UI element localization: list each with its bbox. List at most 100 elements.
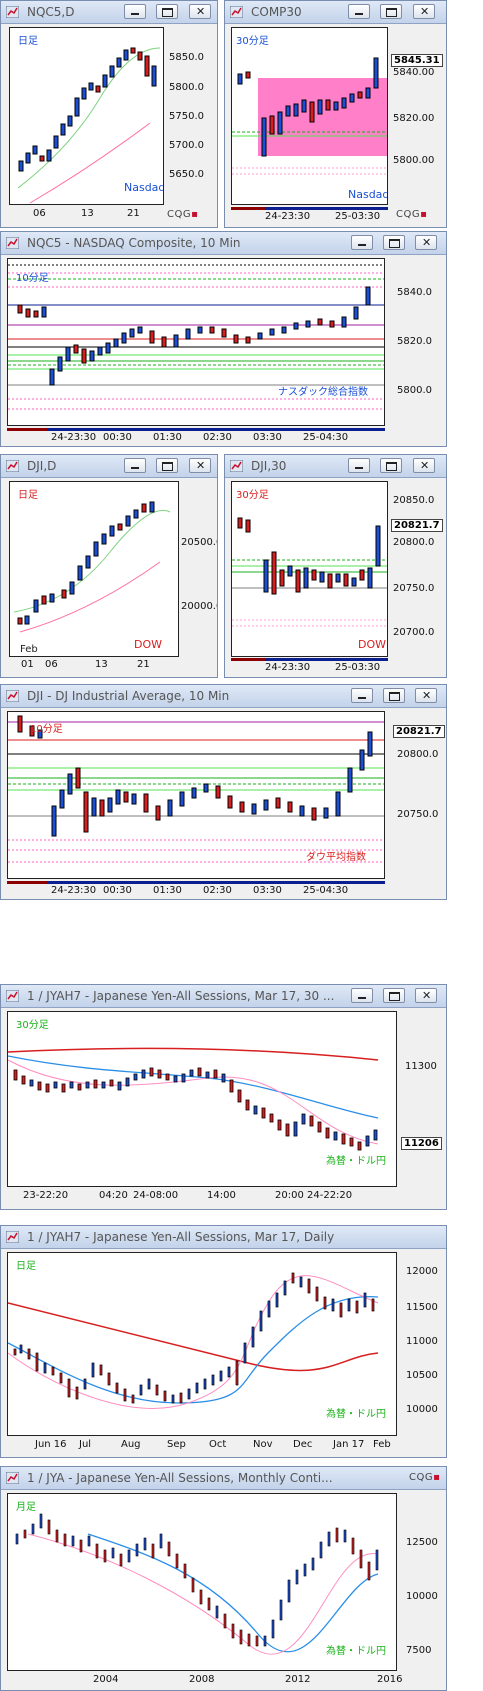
close-button[interactable]: ✕ xyxy=(413,458,435,473)
y-tick: 7500 xyxy=(406,1645,432,1656)
window-title: NQC5,D xyxy=(27,5,75,19)
window-yen-monthly[interactable]: 1 / JYA - Japanese Yen-All Sessions, Mon… xyxy=(0,1466,447,1691)
close-button[interactable]: ✕ xyxy=(415,988,437,1003)
window-nqc5-daily[interactable]: NQC5,D ✕ 日足 Nasdaq 5850.0 xyxy=(0,0,218,228)
window-dji-30min[interactable]: DJI,30 ✕ 30分足 DOW xyxy=(224,454,447,678)
minimize-button[interactable] xyxy=(348,4,370,19)
price-chart[interactable]: 日足 DOW Feb xyxy=(9,481,179,657)
timeframe-label: 10分足 xyxy=(30,723,63,735)
close-button[interactable]: ✕ xyxy=(415,688,437,703)
window-title: DJI - DJ Industrial Average, 10 Min xyxy=(27,689,230,703)
window-titlebar[interactable]: 1 / JYAH7 - Japanese Yen-All Sessions, M… xyxy=(1,1226,446,1249)
close-button[interactable]: ✕ xyxy=(189,4,211,19)
window-yen-30min[interactable]: 1 / JYAH7 - Japanese Yen-All Sessions, M… xyxy=(0,984,447,1210)
window-title: NQC5 - NASDAQ Composite, 10 Min xyxy=(27,236,241,250)
restore-button[interactable] xyxy=(380,4,402,19)
restore-button[interactable] xyxy=(383,688,405,703)
x-axis: 2004 2008 2012 2016 xyxy=(7,1673,402,1687)
minimize-button[interactable] xyxy=(124,458,146,473)
window-nasdaq-10min[interactable]: NQC5 - NASDAQ Composite, 10 Min ✕ xyxy=(0,231,447,447)
window-titlebar[interactable]: COMP30 ✕ xyxy=(225,1,446,24)
candlestick-chart: 日足 DOW Feb xyxy=(13,489,171,655)
y-tick: 5840.00 xyxy=(393,67,435,78)
chart-app-icon xyxy=(6,1472,19,1484)
instrument-label: DOW xyxy=(358,638,386,651)
candles xyxy=(18,47,157,172)
chart-app-icon xyxy=(230,6,243,18)
price-chart[interactable]: 30分足 Nasdaq xyxy=(231,27,388,205)
minimize-button[interactable] xyxy=(348,458,370,473)
minimize-button[interactable] xyxy=(351,688,373,703)
instrument-label: ダウ平均指数 xyxy=(306,850,366,863)
restore-button[interactable] xyxy=(383,988,405,1003)
instrument-label: 為替・ドル円 xyxy=(326,1407,386,1420)
last-price-tag: 5845.31 xyxy=(391,54,443,67)
window-titlebar[interactable]: NQC5,D ✕ xyxy=(1,1,217,24)
y-tick: 10000 xyxy=(406,1404,438,1415)
candlestick-chart: 日足 為替・ドル円 xyxy=(8,1260,386,1420)
y-tick: 11500 xyxy=(406,1302,438,1313)
price-chart[interactable]: 月足 為替・ドル円 xyxy=(7,1493,397,1671)
candlestick-chart: 日足 Nasdaq xyxy=(17,35,163,204)
y-tick: 20750.0 xyxy=(397,809,439,820)
price-chart[interactable]: 10分足 ナスダック総合指数 xyxy=(7,258,385,426)
window-comp-30min[interactable]: COMP30 ✕ 30分足 Nasdaq 58 xyxy=(224,0,447,228)
cqg-logo: CQG▪ xyxy=(396,209,428,220)
cqg-logo: CQG▪ xyxy=(409,1472,441,1483)
price-chart[interactable]: 10分足 ダウ平均指数 xyxy=(7,711,385,879)
window-title: 1 / JYA - Japanese Yen-All Sessions, Mon… xyxy=(27,1471,333,1485)
window-title: DJI,30 xyxy=(251,459,287,473)
restore-button[interactable] xyxy=(156,458,178,473)
y-tick: 20850.0 xyxy=(393,495,435,506)
window-titlebar[interactable]: 1 / JYA - Japanese Yen-All Sessions, Mon… xyxy=(1,1467,446,1490)
cqg-logo: CQG▪ xyxy=(167,209,199,220)
window-dji-10min[interactable]: DJI - DJ Industrial Average, 10 Min ✕ xyxy=(0,684,447,900)
price-chart[interactable]: 30分足 為替・ドル円 xyxy=(7,1011,397,1187)
y-tick: 11300 xyxy=(405,1061,437,1072)
chart-app-icon xyxy=(230,460,243,472)
timeframe-label: 30分足 xyxy=(16,1019,49,1031)
chart-app-icon xyxy=(6,990,19,1002)
y-tick: 10000 xyxy=(406,1591,438,1602)
candlestick-chart: 10分足 ダウ平均指数 xyxy=(8,715,384,863)
price-chart[interactable]: 日足 Nasdaq xyxy=(9,27,164,205)
timeframe-label: 10分足 xyxy=(16,272,49,284)
timeframe-label: 日足 xyxy=(18,35,38,47)
window-titlebar[interactable]: 1 / JYAH7 - Japanese Yen-All Sessions, M… xyxy=(1,985,446,1008)
y-tick: 20750.0 xyxy=(393,583,435,594)
candlestick-chart: 30分足 DOW xyxy=(232,489,387,651)
window-yen-daily[interactable]: 1 / JYAH7 - Japanese Yen-All Sessions, M… xyxy=(0,1225,447,1458)
chart-app-icon xyxy=(6,460,19,472)
close-button[interactable]: ✕ xyxy=(413,4,435,19)
timeframe-label: 日足 xyxy=(18,489,38,501)
candlestick-chart: 月足 為替・ドル円 xyxy=(15,1501,386,1657)
minimize-button[interactable] xyxy=(351,988,373,1003)
window-dji-daily[interactable]: DJI,D ✕ 日足 DOW Feb 20500.0 20000.0 xyxy=(0,454,218,678)
price-chart[interactable]: 日足 為替・ドル円 xyxy=(7,1252,397,1436)
close-button[interactable]: ✕ xyxy=(189,458,211,473)
y-tick: 5800.0 xyxy=(397,385,432,396)
y-tick: 5820.00 xyxy=(393,113,435,124)
last-price-tag: 11206 xyxy=(401,1137,442,1150)
window-titlebar[interactable]: NQC5 - NASDAQ Composite, 10 Min ✕ xyxy=(1,232,446,255)
restore-button[interactable] xyxy=(156,4,178,19)
close-button[interactable]: ✕ xyxy=(415,235,437,250)
window-titlebar[interactable]: DJI,D ✕ xyxy=(1,455,217,478)
restore-button[interactable] xyxy=(380,458,402,473)
minimize-button[interactable] xyxy=(351,235,373,250)
window-titlebar[interactable]: DJI,30 ✕ xyxy=(225,455,446,478)
y-tick: 12500 xyxy=(406,1537,438,1548)
candlestick-chart: 30分足 Nasdaq xyxy=(232,35,387,201)
y-tick: 20700.0 xyxy=(393,627,435,638)
minimize-button[interactable] xyxy=(124,4,146,19)
x-axis: 24-23:30 00:30 01:30 02:30 03:30 25-04:3… xyxy=(7,881,385,898)
y-tick: 12000 xyxy=(406,1266,438,1277)
price-chart[interactable]: 30分足 DOW xyxy=(231,481,388,657)
y-tick: 11000 xyxy=(406,1336,438,1347)
month-label: Feb xyxy=(20,644,38,655)
last-price-tag: 20821.7 xyxy=(391,519,443,532)
restore-button[interactable] xyxy=(383,235,405,250)
window-titlebar[interactable]: DJI - DJ Industrial Average, 10 Min ✕ xyxy=(1,685,446,708)
chart-app-icon xyxy=(6,6,19,18)
window-title: COMP30 xyxy=(251,5,302,19)
